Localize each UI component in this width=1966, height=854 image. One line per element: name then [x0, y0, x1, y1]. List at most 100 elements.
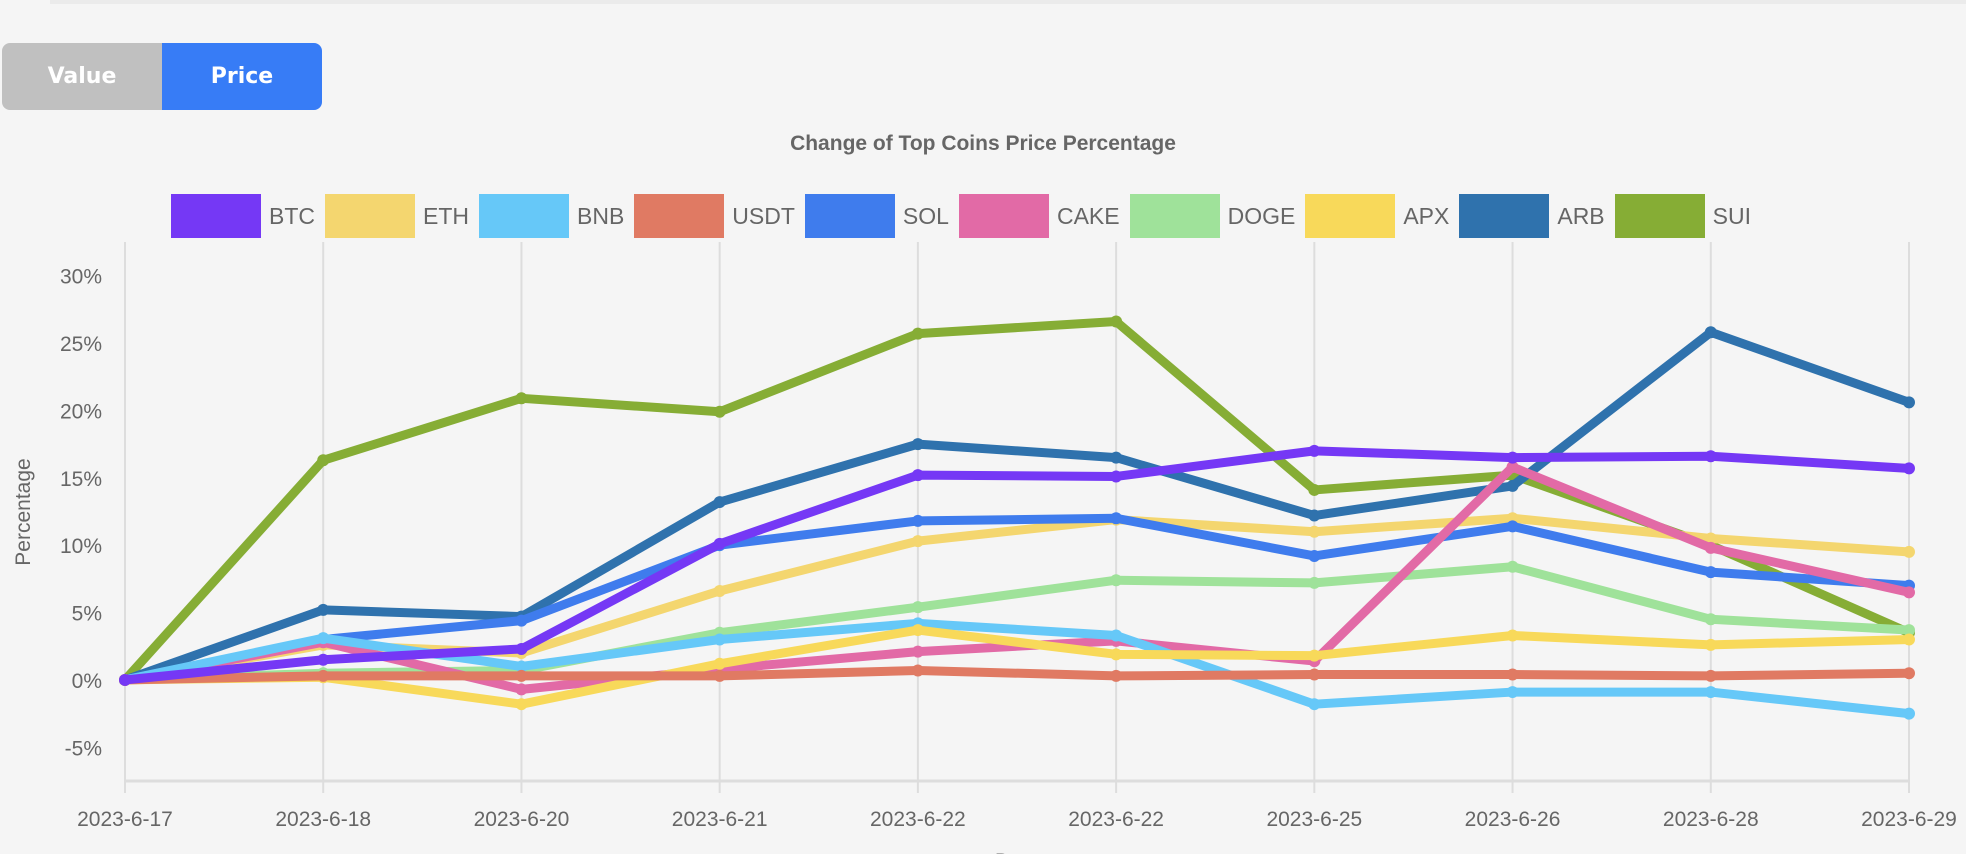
- data-point-sui: [317, 454, 330, 467]
- y-tick-label: 20%: [60, 400, 102, 423]
- x-tick-label: 2023-6-29: [1861, 808, 1957, 831]
- y-tick-label: 30%: [60, 266, 102, 289]
- data-point-arb: [1308, 509, 1321, 522]
- data-point-doge: [1110, 574, 1123, 587]
- data-point-arb: [713, 496, 726, 509]
- data-point-sui: [1110, 315, 1123, 328]
- x-tick-label: 2023-6-21: [672, 808, 768, 831]
- legend-item-bnb[interactable]: BNB: [479, 194, 624, 238]
- data-point-eth: [713, 585, 726, 598]
- data-point-arb: [911, 438, 924, 451]
- series-line-usdt: [120, 666, 1914, 685]
- legend-swatch: [325, 194, 415, 238]
- x-axis-title: Date: [995, 850, 1039, 854]
- legend-item-eth[interactable]: ETH: [325, 194, 469, 238]
- data-point-btc: [1308, 444, 1321, 457]
- legend-swatch: [1459, 194, 1550, 238]
- legend-item-apx[interactable]: APX: [1305, 194, 1449, 238]
- data-point-btc: [1110, 470, 1123, 483]
- legend-swatch: [171, 194, 261, 238]
- data-point-bnb: [1506, 686, 1519, 699]
- data-point-usdt: [1903, 667, 1915, 680]
- legend-label: BNB: [577, 202, 625, 229]
- value-price-toggle[interactable]: Value Price: [2, 43, 322, 110]
- data-point-bnb: [1903, 707, 1915, 720]
- value-toggle-button[interactable]: Value: [2, 43, 162, 110]
- data-point-sui: [1308, 483, 1321, 496]
- data-point-doge: [1903, 624, 1915, 637]
- data-point-doge: [1704, 613, 1717, 626]
- data-point-bnb: [1308, 698, 1321, 711]
- data-point-btc: [515, 642, 528, 655]
- data-point-btc: [119, 673, 131, 686]
- legend-item-doge[interactable]: DOGE: [1129, 194, 1295, 238]
- data-point-cake: [1704, 541, 1717, 554]
- legend-item-usdt[interactable]: USDT: [634, 194, 795, 238]
- y-tick-label: 25%: [60, 333, 102, 356]
- data-point-sol: [1110, 512, 1123, 525]
- legend-label: BTC: [269, 202, 315, 229]
- data-point-apx: [1704, 638, 1717, 651]
- price-toggle-button[interactable]: Price: [162, 43, 322, 110]
- legend-item-arb[interactable]: ARB: [1459, 194, 1605, 238]
- data-point-usdt: [1110, 669, 1123, 682]
- data-point-sui: [911, 327, 924, 340]
- series-line-apx: [120, 625, 1914, 709]
- data-point-cake: [515, 683, 528, 696]
- data-point-doge: [911, 601, 924, 614]
- data-point-bnb: [317, 632, 330, 645]
- data-point-sol: [1506, 520, 1519, 533]
- legend-label: SOL: [902, 202, 949, 229]
- data-point-usdt: [911, 664, 924, 677]
- data-point-sol: [515, 614, 528, 627]
- data-point-cake: [911, 645, 924, 658]
- data-point-apx: [515, 698, 528, 711]
- data-point-apx: [1903, 633, 1915, 646]
- data-point-doge: [1308, 576, 1321, 589]
- legend-item-cake[interactable]: CAKE: [958, 194, 1120, 238]
- data-point-arb: [1903, 396, 1915, 409]
- x-tick-label: 2023-6-28: [1663, 808, 1759, 831]
- legend-label: USDT: [732, 202, 795, 229]
- data-point-sol: [1308, 549, 1321, 562]
- x-tick-label: 2023-6-25: [1266, 808, 1362, 831]
- legend-item-btc[interactable]: BTC: [171, 194, 315, 238]
- y-tick-label: 5%: [72, 603, 102, 626]
- data-point-apx: [1506, 629, 1519, 642]
- data-point-usdt: [1506, 668, 1519, 681]
- legend-swatch: [479, 194, 569, 238]
- data-point-arb: [317, 603, 330, 616]
- data-point-btc: [713, 537, 726, 550]
- y-tick-label: 0%: [72, 670, 102, 693]
- legend-swatch: [958, 194, 1049, 238]
- y-tick-label: -5%: [65, 737, 102, 760]
- legend-swatch: [634, 194, 725, 238]
- data-point-apx: [713, 657, 726, 670]
- legend-label: APX: [1403, 202, 1450, 229]
- data-point-eth: [1704, 532, 1717, 545]
- data-point-arb: [1704, 326, 1717, 339]
- legend-swatch: [1305, 194, 1396, 238]
- legend-item-sol[interactable]: SOL: [804, 194, 949, 238]
- data-point-bnb: [713, 633, 726, 646]
- data-point-usdt: [1308, 668, 1321, 681]
- series-line-arb: [120, 327, 1914, 685]
- data-point-sol: [1704, 566, 1717, 579]
- x-tick-label: 2023-6-20: [474, 808, 570, 831]
- data-point-sui: [713, 405, 726, 418]
- x-tick-label: 2023-6-22: [1068, 808, 1164, 831]
- data-point-doge: [1506, 560, 1519, 573]
- data-point-cake: [1506, 461, 1519, 474]
- series-line-btc: [120, 446, 1914, 685]
- data-point-apx: [911, 624, 924, 637]
- data-point-eth: [1308, 525, 1321, 538]
- legend-item-sui[interactable]: SUI: [1614, 194, 1751, 238]
- data-point-bnb: [1704, 686, 1717, 699]
- x-tick-label: 2023-6-26: [1465, 808, 1561, 831]
- chart-title: Change of Top Coins Price Percentage: [790, 132, 1176, 155]
- data-point-arb: [1506, 479, 1519, 492]
- data-point-cake: [1903, 586, 1915, 599]
- data-point-sol: [911, 514, 924, 527]
- data-point-usdt: [1704, 669, 1717, 682]
- legend-swatch: [1129, 194, 1220, 238]
